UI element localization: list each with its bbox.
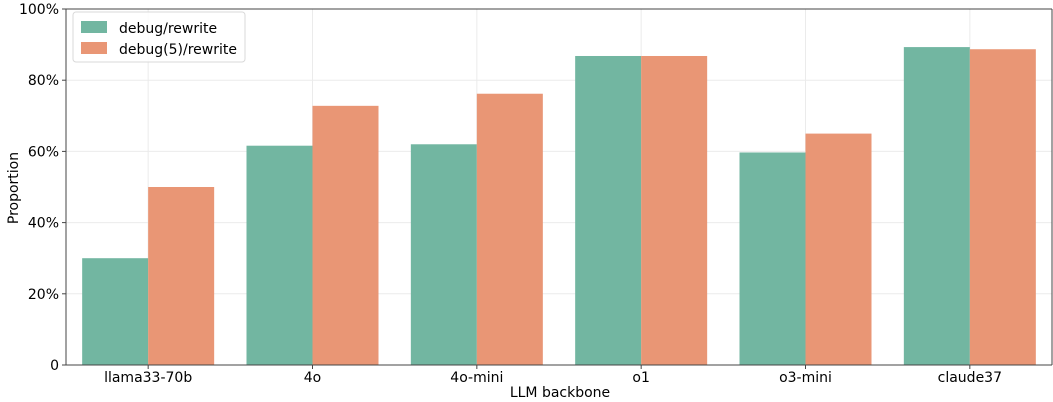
legend-swatch-debug-rewrite [81, 21, 107, 33]
bar-debug5-rewrite-4o-mini [476, 93, 543, 365]
legend-label-debug-rewrite: debug/rewrite [119, 21, 217, 37]
legend: debug/rewrite debug(5)/rewrite [72, 11, 246, 63]
x-axis-title: LLM backbone [510, 385, 610, 401]
y-tick-label: 60% [28, 144, 59, 160]
bar-debug5-rewrite-o3-mini [805, 133, 872, 365]
x-tick-label: claude37 [938, 370, 1002, 386]
bar-debug5-rewrite-o1 [641, 55, 708, 365]
y-tick-label: 0 [50, 358, 59, 374]
x-tick-label: o1 [632, 370, 649, 386]
bar-debug5-rewrite-llama33-70b [148, 187, 215, 365]
axes [62, 8, 1053, 369]
legend-swatch-debug5-rewrite [81, 42, 107, 54]
y-tick-label: 80% [28, 73, 59, 89]
legend-label-debug5-rewrite: debug(5)/rewrite [119, 42, 237, 58]
bar-debug5-rewrite-claude37 [969, 49, 1036, 366]
bar-debug-rewrite-llama33-70b [82, 258, 149, 365]
y-tick-label: 40% [28, 216, 59, 232]
y-tick-label: 20% [28, 287, 59, 303]
bar-debug-rewrite-o1 [575, 55, 642, 365]
x-tick-label: 4o [304, 370, 321, 386]
bar-debug-rewrite-o3-mini [739, 152, 806, 365]
x-tick-label: 4o-mini [450, 370, 503, 386]
x-tick-label: o3-mini [779, 370, 832, 386]
bar-debug-rewrite-4o-mini [410, 144, 477, 365]
bar-debug5-rewrite-4o [312, 105, 379, 365]
y-tick-label: 100% [19, 2, 59, 18]
legend-frame [72, 11, 246, 63]
bar-debug-rewrite-claude37 [903, 47, 970, 365]
y-axis-title: Proportion [6, 152, 22, 224]
bar-debug-rewrite-4o [246, 145, 313, 365]
bars [82, 47, 1036, 366]
tick-labels: 0 20% 40% 60% 80% 100% llama33-70b 4o 4o-mini o1 o… [19, 2, 1002, 386]
x-tick-label: llama33-70b [104, 370, 192, 386]
